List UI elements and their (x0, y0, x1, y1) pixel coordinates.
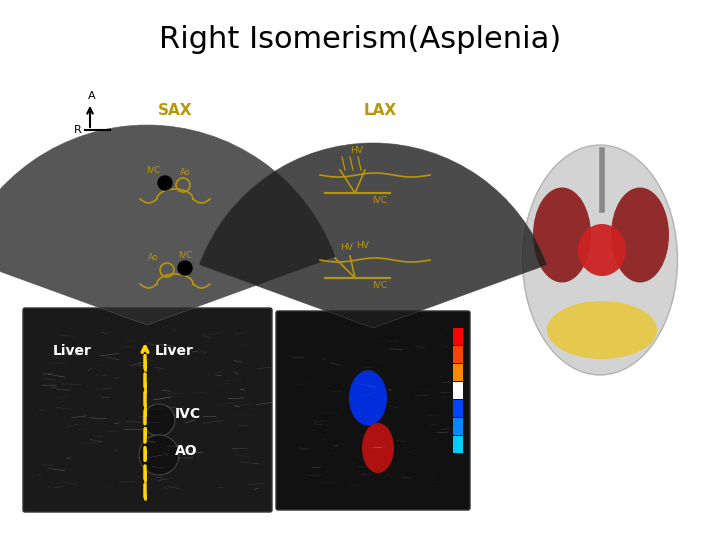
Bar (453, 436, 463, 453)
FancyBboxPatch shape (23, 308, 272, 512)
Text: IVC: IVC (175, 407, 201, 421)
Circle shape (158, 176, 172, 190)
Text: R: R (74, 125, 82, 135)
Text: SAX: SAX (158, 103, 192, 118)
Text: IVC: IVC (178, 251, 192, 260)
Text: HV: HV (351, 146, 364, 155)
Bar (453, 382, 463, 399)
Text: IVC: IVC (372, 281, 387, 290)
Text: IVC: IVC (372, 196, 387, 205)
Text: IVC: IVC (146, 166, 160, 175)
Ellipse shape (523, 145, 678, 375)
Bar (453, 346, 463, 363)
Text: Right Isomerism(Asplenia): Right Isomerism(Asplenia) (159, 25, 561, 55)
Text: Ao: Ao (148, 253, 158, 262)
Circle shape (139, 435, 179, 475)
Text: A: A (88, 91, 96, 101)
FancyBboxPatch shape (276, 311, 470, 510)
Ellipse shape (349, 370, 387, 426)
Text: Liver: Liver (155, 344, 194, 358)
Circle shape (178, 261, 192, 275)
Wedge shape (199, 143, 547, 328)
Bar (453, 418, 463, 435)
Text: HV: HV (356, 241, 369, 250)
Text: LAX: LAX (364, 103, 397, 118)
Ellipse shape (362, 423, 394, 473)
Text: Ao: Ao (179, 168, 190, 177)
Ellipse shape (533, 187, 591, 282)
Ellipse shape (547, 301, 657, 359)
Bar (453, 328, 463, 345)
Text: AO: AO (175, 444, 197, 458)
Wedge shape (0, 125, 335, 325)
Circle shape (143, 404, 175, 436)
Text: HV: HV (341, 243, 354, 252)
Ellipse shape (611, 187, 669, 282)
Bar (453, 400, 463, 417)
Text: Liver: Liver (53, 344, 92, 358)
Bar (453, 364, 463, 381)
Ellipse shape (578, 224, 626, 276)
